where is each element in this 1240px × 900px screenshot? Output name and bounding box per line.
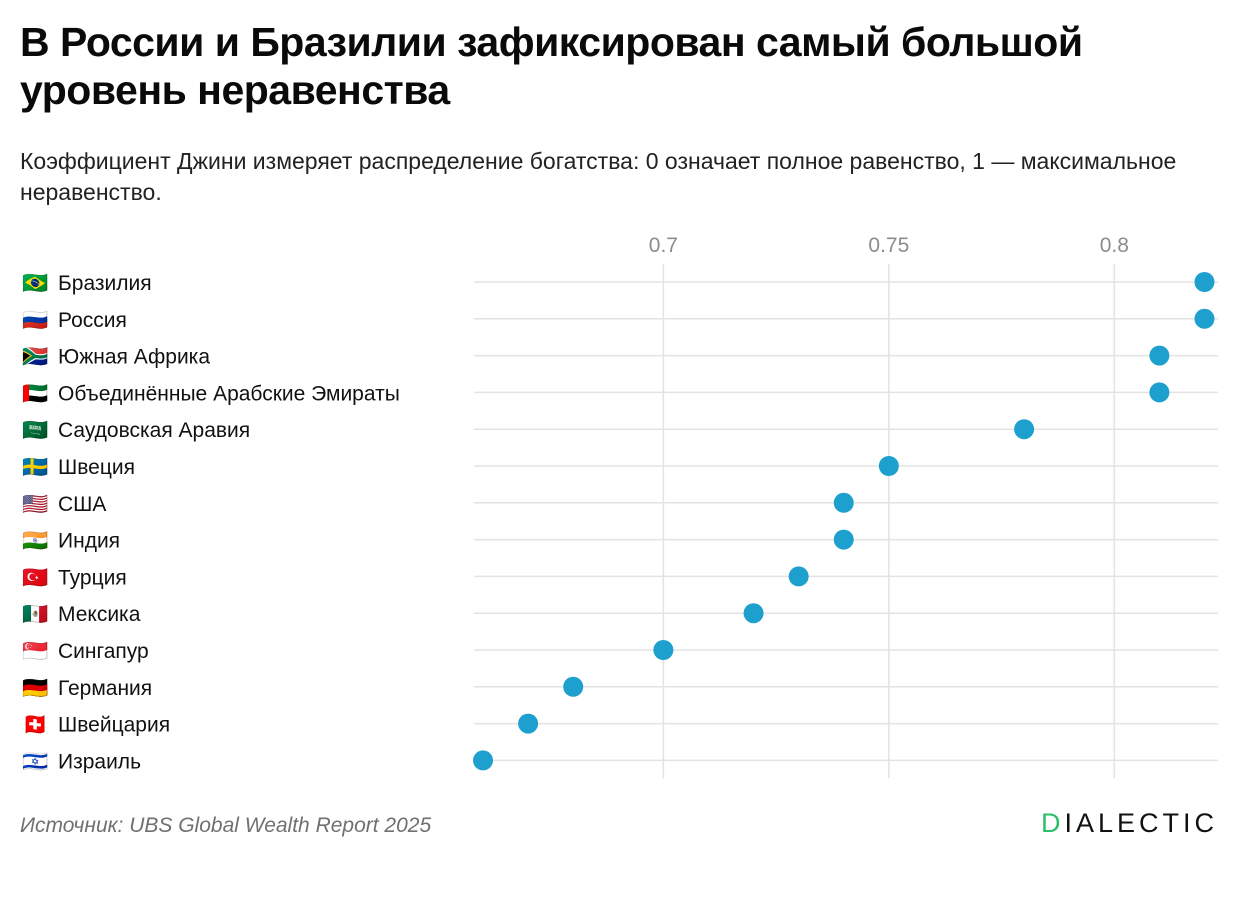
flag-icon: 🇮🇳 bbox=[22, 529, 48, 553]
x-tick-label: 0.8 bbox=[1100, 234, 1129, 257]
flag-icon: 🇺🇸 bbox=[22, 492, 48, 516]
country-label: Сингапур bbox=[58, 640, 149, 663]
data-point bbox=[833, 529, 854, 550]
data-point bbox=[833, 492, 854, 513]
country-label: Индия bbox=[58, 530, 120, 553]
flag-icon: 🇮🇱 bbox=[22, 749, 48, 773]
x-tick-label: 0.7 bbox=[649, 234, 678, 257]
flag-icon: 🇦🇪 bbox=[22, 381, 48, 405]
flag-icon: 🇸🇪 bbox=[22, 455, 48, 479]
source-note: Источник: UBS Global Wealth Report 2025 bbox=[20, 814, 432, 837]
flag-icon: 🇿🇦 bbox=[22, 345, 48, 369]
country-label: Германия bbox=[58, 677, 152, 700]
data-point bbox=[878, 456, 899, 476]
data-point bbox=[743, 603, 764, 624]
data-point bbox=[1149, 345, 1170, 366]
country-label: Швеция bbox=[58, 456, 135, 479]
data-point bbox=[1014, 419, 1035, 440]
chart-subtitle: Коэффициент Джини измеряет распределение… bbox=[20, 148, 1177, 205]
country-label: Турция bbox=[58, 566, 127, 589]
country-label: Швейцария bbox=[58, 714, 170, 737]
flag-icon: 🇨🇭 bbox=[22, 712, 48, 737]
country-label: США bbox=[58, 493, 106, 516]
flag-icon: 🇷🇺 bbox=[22, 308, 48, 332]
flag-icon: 🇹🇷 bbox=[22, 565, 48, 589]
brand-logo-rest: IALECTIC bbox=[1064, 808, 1218, 838]
flag-icon: 🇩🇪 bbox=[22, 676, 48, 700]
flag-icon: 🇲🇽 bbox=[22, 602, 48, 626]
data-point bbox=[473, 750, 494, 771]
country-label: Израиль bbox=[58, 750, 141, 773]
data-point bbox=[1194, 272, 1215, 292]
data-point bbox=[653, 640, 674, 660]
data-point bbox=[1194, 308, 1215, 329]
flag-icon: 🇸🇬 bbox=[22, 639, 48, 663]
data-point bbox=[563, 676, 584, 697]
flag-icon: 🇸🇦 bbox=[22, 418, 48, 442]
data-point bbox=[518, 713, 539, 734]
country-label: Южная Африка bbox=[58, 346, 210, 369]
x-tick-label: 0.75 bbox=[868, 234, 909, 257]
country-label: Саудовская Аравия bbox=[58, 419, 250, 442]
country-label: Мексика bbox=[58, 603, 141, 626]
country-label: Бразилия bbox=[58, 272, 152, 295]
country-label: Объединённые Арабские Эмираты bbox=[58, 382, 400, 405]
country-label: Россия bbox=[58, 309, 127, 332]
flag-icon: 🇧🇷 bbox=[22, 271, 48, 295]
data-point bbox=[1149, 382, 1170, 403]
brand-logo: DIALECTIC bbox=[1041, 808, 1218, 839]
brand-logo-accent: D bbox=[1040, 808, 1065, 838]
chart-title: В России и Бразилии зафиксирован самый б… bbox=[20, 19, 1083, 113]
data-point bbox=[788, 566, 809, 587]
